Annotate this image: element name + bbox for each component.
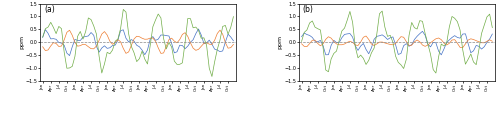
Text: (b): (b) [303,5,314,14]
Zone III [66,67,72,69]
Zone II [164,46,170,47]
LB 11-22 [478,48,484,50]
Zone III [120,9,126,10]
Zone II [66,30,72,31]
LB 33-44 [478,33,484,34]
Line: Zone III: Zone III [42,9,234,77]
Zone II [217,29,223,31]
LB 33-44 [363,64,369,65]
Zone III [104,52,110,53]
Zone I [40,37,46,38]
Zone II [147,37,153,39]
Zone II [158,53,164,54]
LB 11-22 [438,54,444,56]
Zone I [220,50,226,52]
LB 33-44 [490,27,496,28]
Zone I [196,28,202,30]
LB 22-33 [363,35,369,37]
LB 11-22 [422,35,428,36]
LB 11-22 [406,46,412,47]
Zone I [150,36,156,37]
LB 22-33 [430,40,436,41]
LB 11-22 [326,54,332,55]
LB 22-33 [298,43,304,45]
Zone III [220,26,226,27]
Line: LB 22-33: LB 22-33 [302,36,492,47]
Text: (a): (a) [44,5,54,14]
LB 33-44 [326,71,332,72]
LB 22-33 [422,46,428,47]
Zone III [164,48,170,50]
Zone I [172,52,177,54]
LB 11-22 [420,31,426,32]
LB 22-33 [478,42,484,43]
Zone II [104,34,110,36]
Zone III [172,60,177,62]
LB 22-33 [408,45,414,46]
Zone I [66,55,72,56]
Zone II [172,40,177,42]
Zone I [164,35,170,36]
Line: LB 11-22: LB 11-22 [302,31,492,55]
Zone I [69,46,75,48]
Line: Zone II: Zone II [42,30,234,53]
Line: LB 33-44: LB 33-44 [302,11,492,73]
LB 33-44 [433,72,439,74]
Y-axis label: ppm: ppm [278,35,283,49]
Zone III [209,76,215,77]
Zone III [230,16,236,17]
LB 33-44 [379,10,385,12]
LB 11-22 [298,36,304,37]
Zone II [230,44,236,45]
LB 33-44 [430,69,436,70]
LB 22-33 [326,36,332,37]
LB 33-44 [408,22,414,23]
Zone II [40,46,46,47]
Zone III [150,26,156,27]
Y-axis label: ppm: ppm [19,35,24,49]
Zone III [40,36,46,38]
LB 22-33 [460,47,466,48]
Zone II [220,34,226,35]
LB 11-22 [430,42,436,43]
Zone I [230,40,236,42]
LB 22-33 [490,41,496,42]
Line: Zone I: Zone I [42,29,234,56]
LB 11-22 [490,33,496,35]
Zone I [107,47,113,48]
LB 33-44 [298,41,304,42]
LB 33-44 [422,33,428,34]
LB 22-33 [366,39,372,40]
LB 11-22 [363,49,369,50]
